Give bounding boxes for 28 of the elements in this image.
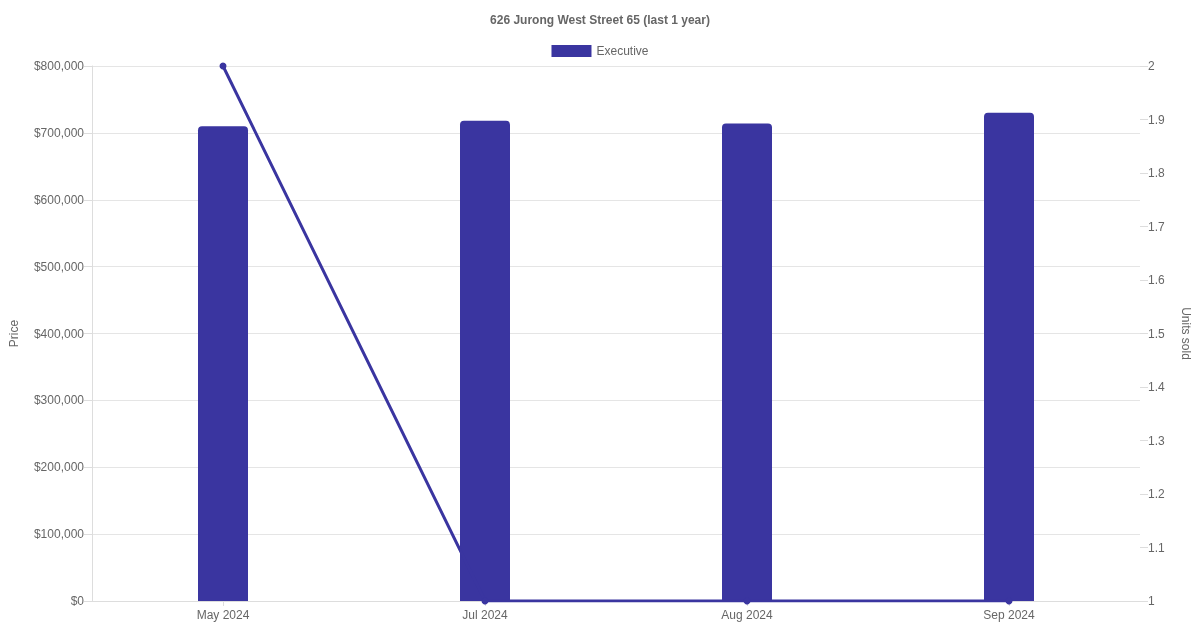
y2-tick-label: 1.6 [1148, 273, 1166, 287]
y-axis-title: Price [7, 319, 21, 348]
chart-title: 626 Jurong West Street 65 (last 1 year) [490, 13, 710, 27]
y2-tick-label: 1.1 [1148, 540, 1166, 555]
y-tick-label: $0 [70, 594, 85, 608]
y-tick-label: $700,000 [33, 125, 85, 140]
y2-tick-label: 1.7 [1148, 219, 1166, 234]
x-tick-label: Jul 2024 [462, 608, 509, 622]
legend-label: Executive [596, 44, 649, 58]
y2-tick-label: 1.4 [1148, 380, 1166, 394]
y2-tick-label: 1.2 [1148, 487, 1166, 501]
y-tick-label: $500,000 [33, 259, 85, 274]
y2-tick-label: 1.9 [1148, 112, 1166, 127]
x-tick-label: May 2024 [196, 608, 250, 622]
y-tick-label: $200,000 [33, 460, 85, 475]
y2-tick-label: 1.5 [1148, 326, 1166, 341]
y-tick-label: $800,000 [33, 59, 85, 73]
y2-tick-label: 1.8 [1148, 166, 1166, 180]
y-tick-label: $100,000 [33, 527, 85, 542]
y2-tick-label: 1 [1148, 594, 1155, 608]
y2-tick-label: 1.3 [1148, 433, 1166, 448]
x-tick-label: Sep 2024 [983, 608, 1036, 622]
y2-axis-title: Units sold [1179, 307, 1193, 360]
y2-tick-label: 2 [1148, 59, 1155, 73]
y-tick-label: $600,000 [33, 192, 85, 207]
y-tick-label: $300,000 [33, 393, 85, 408]
x-tick-label: Aug 2024 [721, 608, 774, 622]
y-tick-label: $400,000 [33, 326, 85, 341]
